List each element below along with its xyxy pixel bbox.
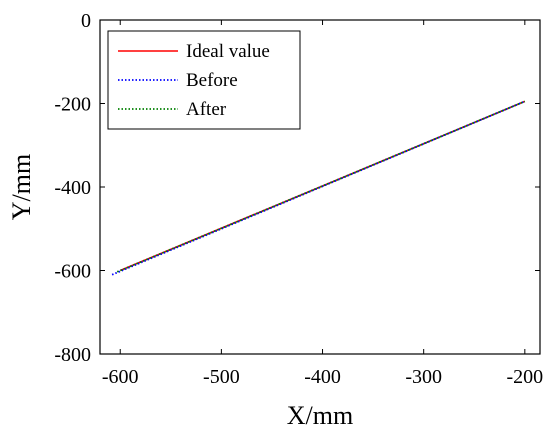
legend-label-before: Before: [186, 70, 238, 91]
legend-label-after: After: [186, 99, 227, 120]
legend-label-ideal-value: Ideal value: [186, 41, 270, 62]
y-tick-label: -600: [54, 261, 91, 283]
y-tick-label: -800: [54, 344, 91, 366]
y-tick-label: 0: [81, 10, 91, 32]
ticks-layer: -600 -500 -400 -300 -200 0 -200 -400 -600 -800: [54, 10, 543, 388]
x-tick-label: -200: [506, 366, 543, 388]
series-line-after: [116, 100, 526, 273]
y-axis-label: Y/mm: [7, 154, 36, 220]
x-axis-label: X/mm: [287, 401, 353, 430]
y-tick-label: -400: [54, 177, 91, 199]
x-tick-label: -500: [203, 366, 240, 388]
y-tick-label: -200: [54, 94, 91, 116]
series-line-before: [111, 100, 526, 276]
series-layer: [111, 100, 526, 276]
x-tick-label: -300: [405, 366, 442, 388]
x-tick-label: -400: [304, 366, 341, 388]
legend: Ideal value Before After: [107, 30, 301, 130]
x-tick-label: -600: [102, 366, 139, 388]
